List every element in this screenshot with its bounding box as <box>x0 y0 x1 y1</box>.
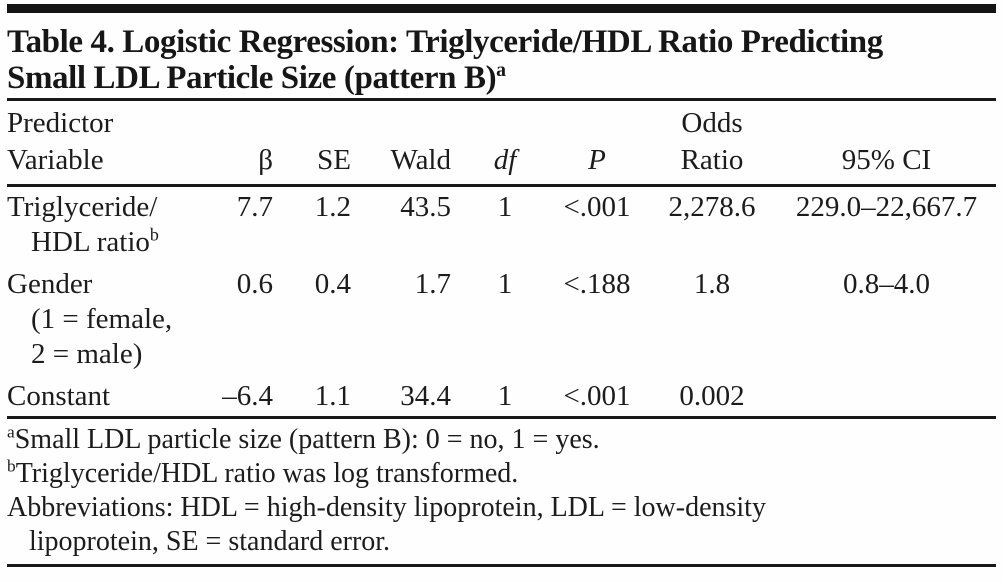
cell-beta-1: 0.6 <box>236 268 273 300</box>
header-wald: Wald <box>363 142 463 187</box>
footnote-abbreviations-line1: Abbreviations: HDL = high-density lipopr… <box>7 492 766 523</box>
cell-se-2: 1.1 <box>285 376 363 419</box>
footnote-a: aSmall LDL particle size (pattern B): 0 … <box>7 423 996 457</box>
header-predictor-line1: Predictor <box>7 107 114 139</box>
cell-predictor-0: Triglyceride/ HDL ratiob <box>7 186 219 265</box>
predictor-1-line3: 2 = male) <box>31 338 143 370</box>
footnote-b-text: Triglyceride/HDL ratio was log transform… <box>15 458 519 489</box>
cell-beta-2: –6.4 <box>219 376 285 419</box>
cell-wald-0: 43.5 <box>400 191 451 223</box>
cell-wald-2: 34.4 <box>363 376 463 419</box>
header-odds-line1: Odds <box>681 107 743 139</box>
logistic-regression-table: Predictor Odds Variable β SE Wald df P R… <box>7 98 996 419</box>
top-rule-bar <box>7 4 996 13</box>
cell-df-2: 1 <box>463 376 547 419</box>
predictor-0-line2: HDL ratiob <box>31 224 159 258</box>
table-header: Predictor Odds Variable β SE Wald df P R… <box>7 100 996 187</box>
title-line1: Table 4. Logistic Regression: Triglyceri… <box>7 24 883 60</box>
header-row-2: Variable β SE Wald df P Ratio 95% CI <box>7 142 996 187</box>
table-body: Triglyceride/ HDL ratiob 7.7 1.2 43.5 1 … <box>7 186 996 419</box>
table-title: Table 4. Logistic Regression: Triglyceri… <box>7 24 996 96</box>
row-gender: Gender (1 = female, 2 = male) 0.6 0.4 1.… <box>7 264 996 376</box>
cell-p-2: <.001 <box>547 376 647 419</box>
footnote-abbreviations-line2: lipoprotein, SE = standard error. <box>29 526 391 557</box>
header-odds-line2: Ratio <box>647 142 777 187</box>
cell-predictor-2: Constant <box>7 376 219 419</box>
footnote-b: bTriglyceride/HDL ratio was log transfor… <box>7 457 996 491</box>
footnote-b-superscript: b <box>7 456 16 476</box>
cell-odds-1: 1.8 <box>693 268 731 300</box>
title-superscript: a <box>496 59 506 81</box>
table-footnotes: aSmall LDL particle size (pattern B): 0 … <box>7 423 996 559</box>
row-triglyceride-hdl: Triglyceride/ HDL ratiob 7.7 1.2 43.5 1 … <box>7 186 996 265</box>
header-p: P <box>547 142 647 187</box>
predictor-0-superscript: b <box>149 224 159 245</box>
header-row-1: Predictor Odds <box>7 100 996 143</box>
footnote-a-superscript: a <box>7 422 15 442</box>
cell-beta-0: 7.7 <box>236 191 273 223</box>
cell-p-0: <.001 <box>563 191 631 223</box>
row-constant: Constant –6.4 1.1 34.4 1 <.001 0.002 <box>7 376 996 419</box>
cell-p-1: <.188 <box>563 268 631 300</box>
predictor-1-line1: Gender <box>7 268 93 300</box>
cell-se-0: 1.2 <box>314 191 351 223</box>
predictor-1-line2: (1 = female, <box>31 303 173 335</box>
header-ci: 95% CI <box>777 142 996 187</box>
cell-df-0: 1 <box>497 191 513 223</box>
header-beta: β <box>219 142 285 187</box>
cell-df-1: 1 <box>497 268 513 300</box>
bottom-rule-bar <box>7 564 996 567</box>
cell-ci-1: 0.8–4.0 <box>843 268 930 300</box>
header-se: SE <box>285 142 363 187</box>
title-line2: Small LDL Particle Size (pattern B) <box>7 60 497 96</box>
cell-odds-2: 0.002 <box>647 376 777 419</box>
cell-ci-2 <box>777 376 996 419</box>
cell-wald-1: 1.7 <box>414 268 451 300</box>
footnote-a-text: Small LDL particle size (pattern B): 0 =… <box>14 424 600 455</box>
cell-se-1: 0.4 <box>314 268 351 300</box>
predictor-0-line1: Triglyceride/ <box>7 191 158 223</box>
cell-ci-0: 229.0–22,667.7 <box>795 191 978 223</box>
header-predictor-line2: Variable <box>7 142 219 187</box>
cell-predictor-1: Gender (1 = female, 2 = male) <box>7 264 219 376</box>
cell-odds-0: 2,278.6 <box>668 191 756 223</box>
header-df: df <box>463 142 547 187</box>
